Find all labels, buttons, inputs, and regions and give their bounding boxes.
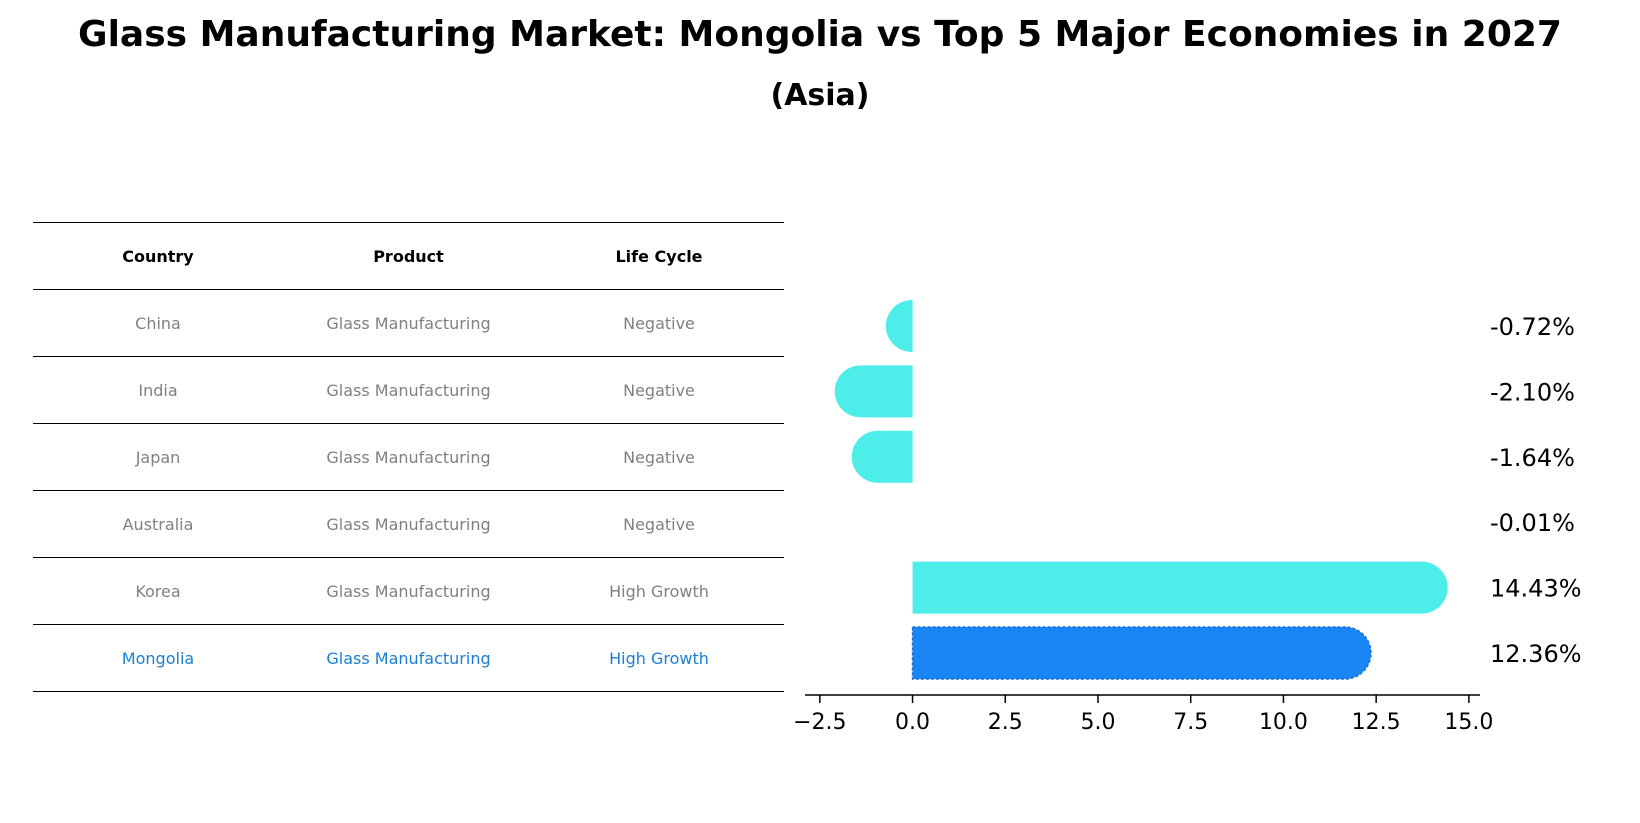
cell-life-cycle: Negative: [623, 514, 695, 534]
cell-product: Glass Manufacturing: [326, 313, 491, 333]
bar-mongolia: [911, 626, 1372, 680]
table-row: Japan Glass Manufacturing Negative: [33, 423, 784, 490]
cell-country: Japan: [135, 447, 181, 467]
cell-product: Glass Manufacturing: [326, 380, 491, 400]
cell-life-cycle: Negative: [623, 447, 695, 467]
x-tick-label: 0.0: [895, 710, 930, 735]
x-tick-label: 5.0: [1080, 710, 1115, 735]
x-tick-label: 2.5: [988, 710, 1023, 735]
cell-life-cycle: High Growth: [609, 648, 709, 668]
table-row-highlight: Mongolia Glass Manufacturing High Growth: [33, 624, 784, 692]
x-tick-label: −2.5: [793, 710, 846, 735]
table-row: India Glass Manufacturing Negative: [33, 356, 784, 423]
header-country: Country: [122, 246, 194, 266]
header-life-cycle: Life Cycle: [615, 246, 703, 266]
cell-product: Glass Manufacturing: [326, 648, 491, 668]
cell-country: Mongolia: [121, 648, 195, 668]
x-tick-label: 7.5: [1173, 710, 1208, 735]
cell-life-cycle: Negative: [623, 313, 695, 333]
x-tick-label: 15.0: [1444, 710, 1493, 735]
cell-country: Australia: [122, 514, 194, 534]
value-label-korea: 14.43%: [1490, 575, 1582, 603]
cell-product: Glass Manufacturing: [326, 581, 491, 601]
value-label-japan: -1.64%: [1490, 444, 1575, 472]
table-row: China Glass Manufacturing Negative: [33, 289, 784, 356]
header-product: Product: [373, 246, 444, 266]
table-header-row: Country Product Life Cycle: [33, 222, 784, 289]
cell-product: Glass Manufacturing: [326, 447, 491, 467]
value-label-india: -2.10%: [1490, 378, 1575, 406]
value-label-china: -0.72%: [1490, 313, 1575, 341]
value-label-australia: -0.01%: [1490, 509, 1575, 537]
cell-product: Glass Manufacturing: [326, 514, 491, 534]
comparison-table: Country Product Life Cycle China Glass M…: [33, 222, 784, 692]
value-label-mongolia: 12.36%: [1490, 640, 1582, 668]
x-tick-label: 10.0: [1259, 710, 1308, 735]
cell-country: China: [135, 313, 181, 333]
bar-japan: [851, 430, 913, 483]
table-row: Australia Glass Manufacturing Negative: [33, 490, 784, 557]
cell-life-cycle: Negative: [623, 380, 695, 400]
bar-korea: [912, 561, 1448, 614]
chart-title: Glass Manufacturing Market: Mongolia vs …: [78, 14, 1562, 55]
table-row: Korea Glass Manufacturing High Growth: [33, 557, 784, 624]
chart-subtitle: (Asia): [770, 78, 870, 113]
x-tick-label: 12.5: [1352, 710, 1401, 735]
bar-india: [834, 365, 913, 418]
cell-country: Korea: [135, 581, 181, 601]
bar-china: [885, 300, 913, 352]
cell-life-cycle: High Growth: [609, 581, 709, 601]
cell-country: India: [138, 380, 178, 400]
